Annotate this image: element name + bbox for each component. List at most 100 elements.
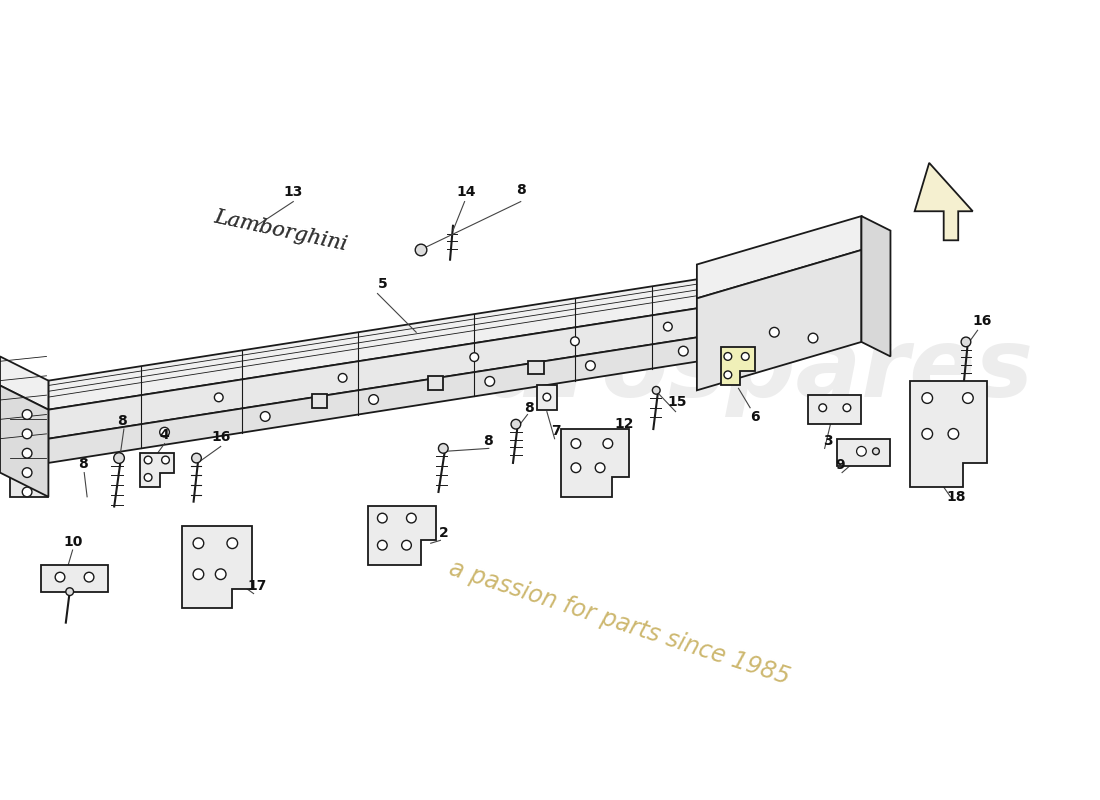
Circle shape: [512, 419, 520, 429]
Circle shape: [377, 514, 387, 523]
Circle shape: [818, 404, 826, 412]
Circle shape: [407, 514, 416, 523]
Circle shape: [339, 374, 346, 382]
Circle shape: [194, 569, 204, 579]
Polygon shape: [697, 250, 861, 390]
Circle shape: [571, 438, 581, 448]
Circle shape: [227, 538, 238, 549]
Text: Lamborghini: Lamborghini: [212, 207, 349, 254]
Polygon shape: [537, 386, 557, 410]
Text: 8: 8: [516, 183, 526, 197]
Text: 8: 8: [525, 401, 535, 414]
Circle shape: [55, 572, 65, 582]
Circle shape: [770, 327, 779, 337]
Polygon shape: [48, 260, 823, 410]
Text: 15: 15: [668, 395, 688, 409]
Circle shape: [857, 446, 867, 456]
Circle shape: [216, 569, 225, 579]
Text: Lamborghini: Lamborghini: [212, 207, 349, 254]
Text: 2: 2: [439, 526, 448, 540]
Circle shape: [571, 463, 581, 473]
Polygon shape: [311, 394, 327, 408]
Circle shape: [22, 410, 32, 419]
Text: 12: 12: [615, 417, 634, 431]
Text: eurospares: eurospares: [418, 325, 1034, 418]
Circle shape: [261, 412, 270, 422]
Circle shape: [22, 429, 32, 438]
Polygon shape: [528, 361, 544, 374]
Circle shape: [66, 588, 74, 595]
Circle shape: [144, 456, 152, 464]
Polygon shape: [141, 454, 174, 487]
Polygon shape: [182, 526, 252, 608]
Polygon shape: [561, 429, 629, 497]
Circle shape: [22, 487, 32, 497]
Circle shape: [160, 427, 169, 437]
Circle shape: [377, 540, 387, 550]
Circle shape: [922, 429, 933, 439]
Text: 6: 6: [750, 410, 760, 425]
Circle shape: [22, 468, 32, 478]
Circle shape: [663, 322, 672, 331]
Circle shape: [415, 244, 427, 256]
Circle shape: [22, 448, 32, 458]
Circle shape: [679, 346, 689, 356]
Circle shape: [368, 394, 378, 404]
Polygon shape: [367, 506, 436, 565]
Polygon shape: [41, 565, 109, 592]
Circle shape: [402, 540, 411, 550]
Circle shape: [652, 386, 660, 394]
Text: 17: 17: [248, 579, 267, 593]
Circle shape: [808, 334, 818, 343]
Circle shape: [741, 353, 749, 360]
Polygon shape: [861, 216, 891, 357]
Circle shape: [113, 453, 124, 463]
Polygon shape: [48, 318, 823, 463]
Circle shape: [162, 456, 169, 464]
Circle shape: [922, 393, 933, 403]
Text: 9: 9: [835, 458, 845, 472]
Circle shape: [439, 443, 448, 454]
Circle shape: [214, 393, 223, 402]
Polygon shape: [722, 346, 755, 386]
Text: 8: 8: [483, 434, 493, 448]
Text: 8: 8: [117, 414, 126, 428]
Polygon shape: [910, 381, 988, 487]
Polygon shape: [808, 395, 861, 424]
Circle shape: [85, 572, 94, 582]
Text: 14: 14: [456, 185, 476, 199]
Circle shape: [194, 538, 204, 549]
Circle shape: [595, 463, 605, 473]
Circle shape: [144, 474, 152, 482]
Circle shape: [485, 377, 495, 386]
Circle shape: [470, 353, 478, 362]
Circle shape: [603, 438, 613, 448]
Text: a passion for parts since 1985: a passion for parts since 1985: [446, 556, 793, 689]
Text: 3: 3: [823, 434, 833, 448]
Circle shape: [961, 337, 971, 346]
Circle shape: [843, 404, 850, 412]
Circle shape: [191, 454, 201, 463]
Polygon shape: [0, 386, 48, 497]
Circle shape: [571, 337, 580, 346]
Circle shape: [543, 394, 551, 401]
Circle shape: [962, 393, 974, 403]
Text: 16: 16: [211, 430, 230, 444]
Text: 16: 16: [972, 314, 992, 328]
Polygon shape: [48, 289, 823, 438]
Text: 8: 8: [78, 457, 88, 471]
Text: 10: 10: [64, 535, 84, 550]
Polygon shape: [0, 357, 48, 410]
Text: 7: 7: [551, 424, 560, 438]
Polygon shape: [915, 163, 972, 240]
Circle shape: [948, 429, 959, 439]
Circle shape: [585, 361, 595, 370]
Text: 18: 18: [946, 490, 966, 504]
Circle shape: [724, 353, 732, 360]
Polygon shape: [428, 376, 443, 390]
Text: 4: 4: [160, 428, 169, 442]
Circle shape: [872, 448, 879, 454]
Text: 5: 5: [377, 277, 387, 291]
Polygon shape: [837, 438, 891, 466]
Circle shape: [724, 371, 732, 378]
